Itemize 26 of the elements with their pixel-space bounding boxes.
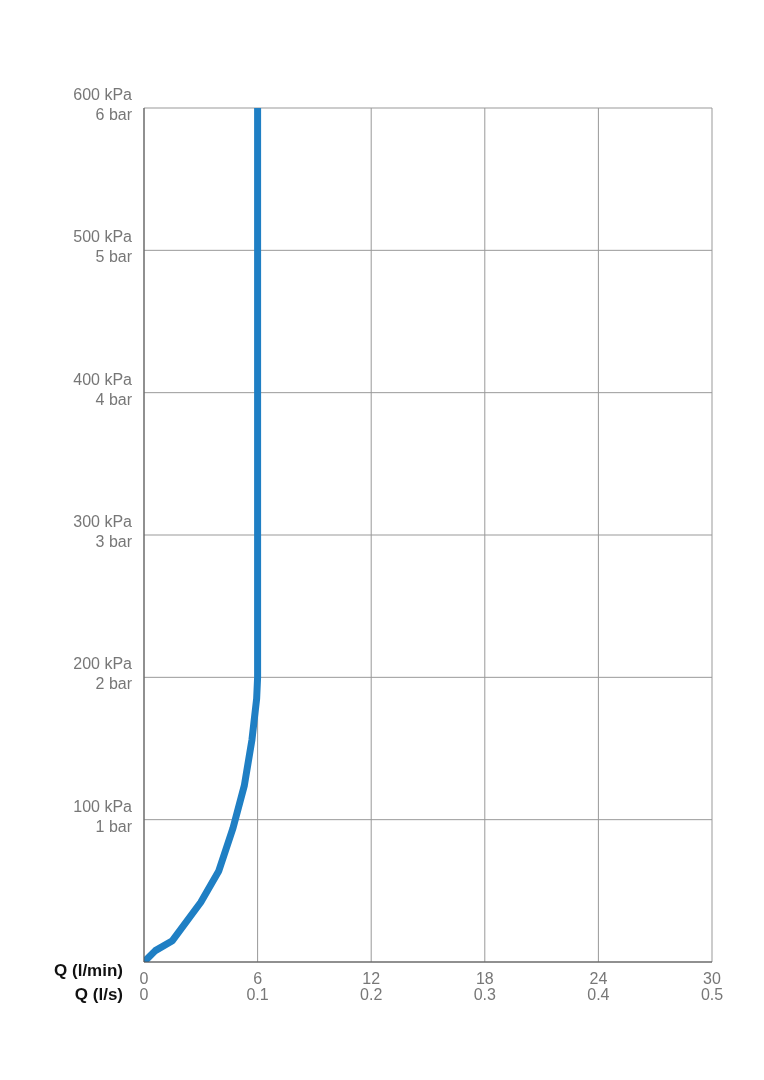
x-tick-label: 12 [362,970,381,987]
y-tick-label: 500 kPa [73,228,133,246]
y2-tick-label: 4 bar [95,390,133,408]
y-tick-label: 200 kPa [73,655,133,673]
y2-tick-label: 1 bar [95,817,133,835]
y2-tick-label: 6 bar [95,106,133,123]
x2-axis-title: Q (l/s) [74,985,123,1004]
x-tick-label: 30 [703,970,721,987]
x-axis-title: Q (l/min) [54,961,123,980]
x2-tick-label: 0.5 [700,986,724,1003]
x-tick-label: 24 [589,970,608,987]
x2-tick-label: 0.4 [587,986,610,1003]
x-tick-label: 18 [475,970,494,987]
y-tick-label: 600 kPa [73,86,133,103]
x2-tick-label: 0.1 [246,986,269,1003]
y2-tick-label: 5 bar [95,248,133,266]
x-tick-label: 0 [139,970,149,987]
y-tick-label: 400 kPa [73,370,133,388]
x2-tick-label: 0.2 [360,986,383,1003]
y-tick-label: 300 kPa [73,513,133,530]
x2-tick-label: 0.3 [473,986,497,1003]
x2-tick-label: 0 [139,986,149,1003]
y-tick-label: 100 kPa [73,797,133,815]
y2-tick-label: 3 bar [95,533,133,550]
x-tick-label: 6 [253,970,263,987]
y2-tick-label: 2 bar [95,675,133,693]
